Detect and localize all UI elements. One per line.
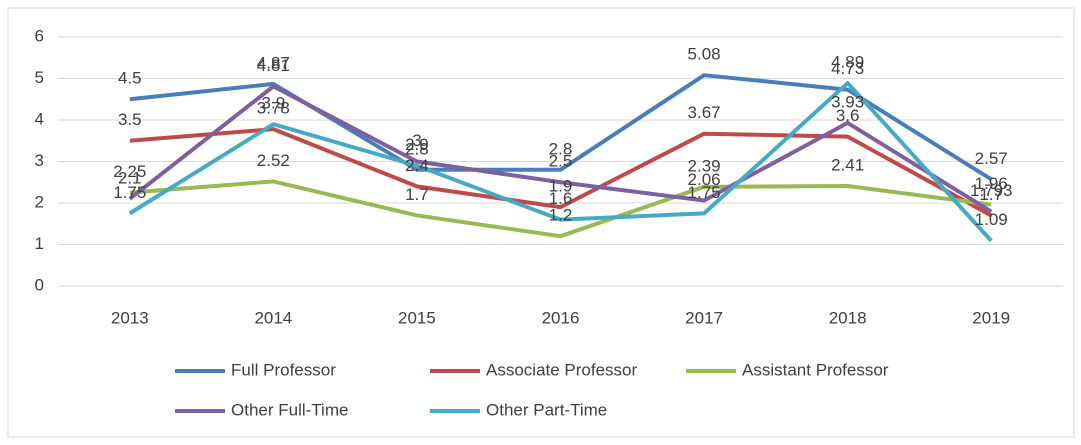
- data-label: 2.39: [688, 156, 721, 175]
- data-label: 1.7: [979, 185, 1003, 204]
- y-tick-label: 5: [35, 68, 44, 87]
- legend-label: Assistant Professor: [742, 360, 889, 379]
- data-label: 1.793: [970, 181, 1013, 200]
- x-tick-label: 2019: [972, 308, 1010, 327]
- series-line: [128, 81, 993, 243]
- legend-label: Other Full-Time: [231, 400, 348, 419]
- data-label: 2.4: [405, 156, 429, 175]
- data-label: 3.78: [257, 99, 290, 118]
- y-tick-label: 6: [35, 26, 44, 45]
- y-tick-label: 0: [35, 275, 44, 294]
- y-tick-label: 1: [35, 234, 44, 253]
- y-tick-label: 3: [35, 151, 44, 170]
- data-label: 2.06: [688, 170, 721, 189]
- x-tick-label: 2017: [685, 308, 723, 327]
- data-label: 1.75: [688, 183, 721, 202]
- data-label: 4.81: [257, 56, 290, 75]
- data-label: 2.8: [549, 139, 573, 158]
- legend-label: Associate Professor: [486, 360, 638, 379]
- data-label: 3.5: [118, 110, 142, 129]
- y-tick-label: 4: [35, 109, 44, 128]
- data-label: 2.25: [113, 162, 146, 181]
- data-label: 5.08: [688, 45, 721, 64]
- data-label: 3.67: [688, 103, 721, 122]
- y-tick-label: 2: [35, 192, 44, 211]
- data-label: 4.89: [831, 53, 864, 72]
- data-label: 2.5: [549, 152, 573, 171]
- x-tick-label: 2015: [398, 308, 436, 327]
- data-label: 1.96: [975, 174, 1008, 193]
- x-tick-label: 2013: [111, 308, 149, 327]
- data-label: 2.57: [975, 149, 1008, 168]
- data-label: 3.6: [836, 106, 860, 125]
- series-line: [129, 73, 993, 182]
- data-label: 3.93: [831, 92, 864, 111]
- data-label: 4.5: [118, 69, 142, 88]
- data-label: 4.87: [257, 53, 290, 72]
- legend-label: Full Professor: [231, 360, 336, 379]
- x-tick-label: 2018: [829, 308, 867, 327]
- data-label: 1.6: [549, 189, 573, 208]
- data-label: 2.52: [257, 151, 290, 170]
- data-label: 2.8: [405, 139, 429, 158]
- series-line: [128, 84, 993, 214]
- series-line: [129, 127, 993, 218]
- data-label: 3: [412, 131, 421, 150]
- data-label: 2.1: [118, 168, 142, 187]
- data-label: 1.7: [405, 185, 429, 204]
- data-label: 3.9: [262, 94, 286, 113]
- data-label: 2.9: [405, 135, 429, 154]
- data-label: 1.2: [549, 206, 573, 225]
- data-label: 1.09: [975, 210, 1008, 229]
- data-label: 2.41: [831, 155, 864, 174]
- chart-border: [7, 7, 1075, 438]
- data-label: 4.73: [831, 59, 864, 78]
- x-tick-label: 2016: [542, 308, 580, 327]
- data-label: 1.9: [549, 177, 573, 196]
- data-label: 1.75: [113, 183, 146, 202]
- series-line: [129, 179, 992, 239]
- legend-label: Other Part-Time: [486, 400, 607, 419]
- x-tick-label: 2014: [254, 308, 292, 327]
